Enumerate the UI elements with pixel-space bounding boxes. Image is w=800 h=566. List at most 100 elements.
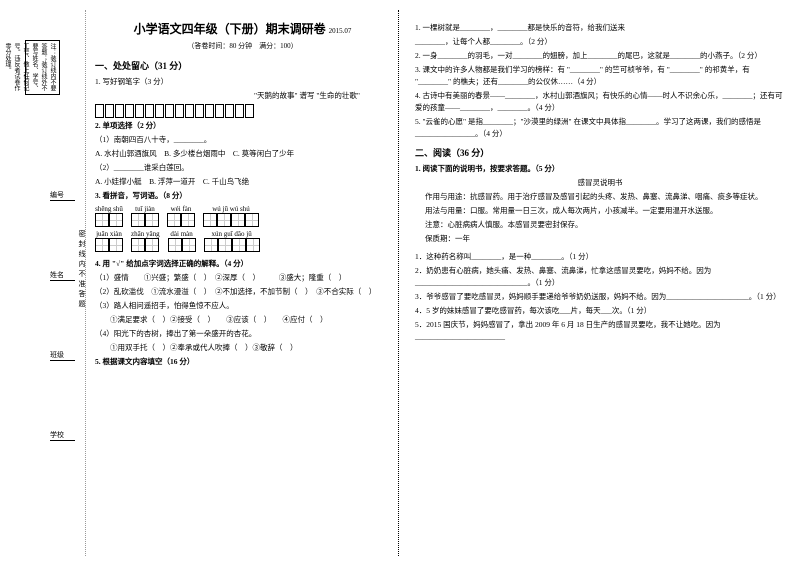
tian-cell[interactable] [168,238,182,252]
tian-cell[interactable] [109,238,123,252]
grid-cell[interactable] [105,104,114,118]
grid-cell[interactable] [165,104,174,118]
tian-cell[interactable] [95,213,109,227]
number-line [50,200,75,201]
q4f: ①用双手托（ ）②奉承或代人吹捧（ ）③敬辞（ ） [95,342,390,354]
tian-cell[interactable] [217,213,231,227]
center-fold [398,10,399,556]
grid-cell[interactable] [225,104,234,118]
grid-cell[interactable] [185,104,194,118]
pinyin-block: wú jū wú shú [203,205,259,227]
pinyin: juān xiàn [96,230,122,238]
q2a: （1）南朝四百八十寺，________。 [95,134,390,146]
left-column: 小学语文四年级（下册）期末调研卷 2015.07 （答卷时间：80 分钟 满分：… [95,20,390,370]
pinyin: wú jū wú shú [212,205,250,213]
grid-cell[interactable] [205,104,214,118]
grid-cell[interactable] [245,104,254,118]
pinyin-block: xún guī dǎo jǔ [204,230,260,252]
pinyin-block: zhān yǎng [131,230,160,252]
pinyin: zhān yǎng [131,230,160,238]
pinyin-block: juān xiàn [95,230,123,252]
tian-cell[interactable] [246,238,260,252]
school-line [50,440,75,441]
r5: 5. "云雀的心愿" 是指________；"沙漠里的绿洲" 在课文中具体指__… [415,116,785,140]
grid-cell[interactable] [135,104,144,118]
pinyin: xún guī dǎo jǔ [211,230,251,238]
pinyin-block: shēng shū [95,205,123,227]
q4a: （1）盛情 ①兴盛；繁盛（ ） ②深厚（ ） ③盛大；隆重（ ） [95,272,390,284]
q1-label: 1. 写好钢笔字（3 分） [95,76,390,88]
q4c: （3）路人相问遥招手，怕得鱼惊不应人。 [95,300,390,312]
tian-cell[interactable] [181,213,195,227]
med-title: 感冒灵说明书 [415,177,785,189]
qa5: 5．2015 国庆节，妈妈感冒了，拿出 2009 年 6 月 18 日生产的感冒… [415,319,785,343]
tian-cell[interactable] [204,238,218,252]
tian-cell[interactable] [231,213,245,227]
label-column: 班级 [50,350,70,401]
grid-cell[interactable] [95,104,104,118]
med2: 用法与用量：口服。常用量一日三次，成人每次两片，小孩减半。一定要用温开水送服。 [425,205,785,217]
q4e: （4）阳光下的杏树，捧出了第一朵盛开的杏花。 [95,328,390,340]
qa3: 3．爷爷感冒了要吃感冒灵，妈妈顺手要递给爷爷奶奶送服，妈妈不给。因为______… [415,291,785,303]
pinyin: tuī jiàn [135,205,155,213]
r3: 3. 课文中的许多人物都是我们学习的榜样：有 "________" 的竺可桢爷爷… [415,64,785,88]
tian-cell[interactable] [95,238,109,252]
tian-cell[interactable] [145,238,159,252]
q4b: （2）乱砍滥伐 ①流水漫溢（ ） ②不加选择，不加节制（ ） ③不合实际（ ） [95,286,390,298]
grid-cell[interactable] [175,104,184,118]
tian-cell[interactable] [167,213,181,227]
grid-cell[interactable] [145,104,154,118]
class-line [50,360,75,361]
tian-cell[interactable] [131,213,145,227]
seal-text: 密封线内不准答题 [77,230,87,310]
pinyin: wéi fàn [171,205,192,213]
q5-label: 5. 根据课文内容填空（16 分） [95,356,390,368]
q4-label: 4. 用 "√" 给加点字词选择正确的解释。（4 分） [95,258,390,270]
r4: 4. 古诗中有美丽的春景——________，水村山郭酒旗风；有快乐的心情——时… [415,90,785,114]
med4: 保质期：一年 [425,233,785,245]
q2b: A. 水村山郭酒旗风 B. 多少楼台烟雨中 C. 莫等闲白了少年 [95,148,390,160]
grid-cell[interactable] [235,104,244,118]
number-label: 编号 [50,190,70,200]
pinyin-block: dài màn [168,230,196,252]
tian-cell[interactable] [109,213,123,227]
pinyin-row-1: shēng shū tuī jiàn wéi fàn wú jū wú shú [95,205,390,227]
tian-cell[interactable] [245,213,259,227]
qa2: 2．奶奶患有心脏病，她头痛、发热、鼻塞、流鼻涕，忙拿这感冒灵要吃，妈妈不给。因为… [415,265,785,289]
pinyin-row-2: juān xiàn zhān yǎng dài màn xún guī dǎo … [95,230,390,252]
class-label: 班级 [50,350,70,360]
grid-cell[interactable] [115,104,124,118]
qa4: 4．5 岁的妹妹感冒了要吃感冒药，每次该吃___片，每天___次。（1 分） [415,305,785,317]
tian-cell[interactable] [131,238,145,252]
name-line [50,280,75,281]
title-text: 小学语文四年级（下册）期末调研卷 [134,22,326,36]
q3-label: 3. 看拼音，写词语。（8 分） [95,190,390,202]
section-1-heading: 一、处处留心（31 分） [95,59,390,72]
q2d: A. 小娃撑小艇 B. 浮萍一道开 C. 千山鸟飞绝 [95,176,390,188]
tian-cell[interactable] [145,213,159,227]
right-column: 1. 一棵树就是________，________都是快乐的音符，给我们送来 _… [415,20,785,345]
tian-cell[interactable] [232,238,246,252]
section-2-heading: 二、阅读（36 分） [415,146,785,159]
tian-cell[interactable] [182,238,196,252]
label-column: 姓名 [50,270,70,321]
pinyin: dài màn [170,230,192,238]
grid-cell[interactable] [195,104,204,118]
tian-cell[interactable] [218,238,232,252]
q1-note: "天鹅的故事" 谱写 "生命的壮歌" [95,90,390,102]
writing-grid [95,104,390,118]
grid-cell[interactable] [125,104,134,118]
r2: 2. 一身________的羽毛，一对________的翅膀，加上_______… [415,50,785,62]
exam-title: 小学语文四年级（下册）期末调研卷 2015.07 [95,20,390,37]
title-date: 2015.07 [329,27,352,35]
med1: 作用与用途：抗感冒药。用于治疗感冒及感冒引起的头疼、发热、鼻塞、流鼻涕、咽痛、痰… [425,191,785,203]
grid-cell[interactable] [215,104,224,118]
med3: 注意：心脏病病人慎服。本感冒灵要密封保存。 [425,219,785,231]
q2-label: 2. 单项选择（2 分） [95,120,390,132]
grid-cell[interactable] [155,104,164,118]
tian-cell[interactable] [203,213,217,227]
pinyin: shēng shū [95,205,123,213]
label-column: 编号 [50,190,70,241]
q4d: ①满足要求（ ）②接受（ ） ③应该（ ） ④应付（ ） [95,314,390,326]
qa1: 1．这种药名称叫________，是一种________。（1 分） [415,251,785,263]
